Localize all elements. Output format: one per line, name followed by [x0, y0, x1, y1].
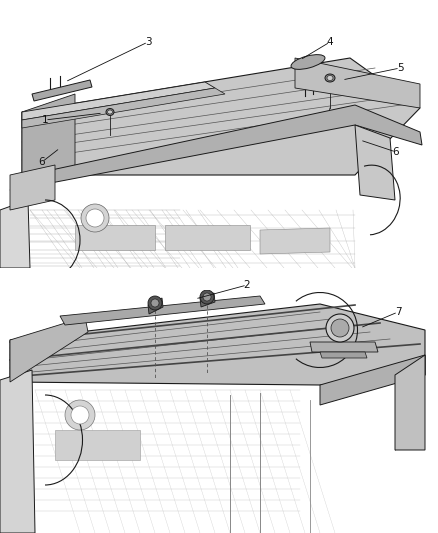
Polygon shape	[0, 370, 35, 533]
Polygon shape	[320, 352, 367, 358]
Text: 4: 4	[327, 37, 333, 47]
Polygon shape	[75, 225, 155, 250]
Polygon shape	[22, 58, 420, 175]
Polygon shape	[22, 88, 225, 128]
Polygon shape	[320, 355, 425, 405]
Circle shape	[326, 314, 354, 342]
Circle shape	[203, 293, 211, 301]
Ellipse shape	[291, 55, 325, 69]
Polygon shape	[32, 80, 92, 101]
Polygon shape	[200, 293, 215, 307]
Polygon shape	[295, 58, 420, 108]
Polygon shape	[60, 296, 265, 325]
Polygon shape	[310, 342, 378, 352]
Circle shape	[200, 290, 214, 304]
Polygon shape	[10, 304, 425, 385]
Text: 5: 5	[397, 63, 403, 73]
Ellipse shape	[325, 74, 335, 82]
Text: 7: 7	[395, 307, 401, 317]
Text: 2: 2	[244, 280, 250, 290]
Circle shape	[151, 299, 159, 307]
Text: 1: 1	[42, 115, 48, 125]
Polygon shape	[0, 268, 438, 290]
Ellipse shape	[327, 76, 333, 80]
Text: 6: 6	[39, 157, 45, 167]
Circle shape	[148, 296, 162, 310]
Ellipse shape	[106, 109, 114, 116]
Polygon shape	[148, 298, 163, 314]
Polygon shape	[22, 82, 215, 120]
Polygon shape	[14, 105, 422, 190]
Circle shape	[71, 406, 89, 424]
Circle shape	[81, 204, 109, 232]
Polygon shape	[165, 225, 250, 250]
Text: 6: 6	[393, 147, 399, 157]
Polygon shape	[0, 200, 30, 268]
Polygon shape	[10, 317, 88, 382]
Circle shape	[65, 400, 95, 430]
Polygon shape	[355, 125, 395, 200]
Polygon shape	[22, 94, 75, 175]
Text: 3: 3	[145, 37, 151, 47]
Polygon shape	[55, 430, 140, 460]
Polygon shape	[260, 228, 330, 254]
Polygon shape	[395, 355, 425, 450]
Circle shape	[86, 209, 104, 227]
Ellipse shape	[107, 110, 113, 114]
Circle shape	[331, 319, 349, 337]
Polygon shape	[10, 165, 55, 210]
